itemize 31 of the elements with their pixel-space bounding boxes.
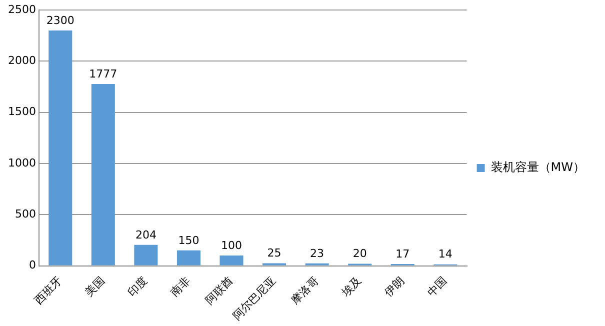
- data-label: 23: [310, 246, 324, 260]
- bar: [91, 84, 115, 266]
- data-label: 14: [438, 248, 452, 261]
- data-label: 204: [135, 228, 156, 242]
- x-tick-label: 摩洛哥: [288, 274, 322, 307]
- data-label: 2300: [46, 14, 74, 27]
- data-label: 100: [221, 238, 242, 252]
- y-tick-label: 500: [14, 207, 36, 220]
- data-label: 17: [396, 247, 410, 260]
- bar: [220, 256, 244, 266]
- data-label: 150: [178, 234, 200, 247]
- x-tick-label: 埃及: [338, 274, 364, 300]
- x-tick-label: 伊朗: [382, 274, 407, 300]
- x-tick-label: 南非: [168, 274, 193, 300]
- x-tick-label: 美国: [82, 274, 108, 300]
- data-label: 1777: [89, 67, 118, 80]
- bar: [134, 244, 158, 266]
- x-tick-label: 中国: [424, 274, 450, 300]
- legend-label: 装机容量（MW）: [490, 160, 585, 174]
- x-tick-label: 印度: [125, 274, 150, 300]
- bar: [176, 250, 200, 266]
- y-tick-label: 1500: [8, 105, 36, 118]
- x-tick-label: 阿联酋: [203, 274, 236, 307]
- bar: [48, 30, 72, 266]
- data-label: 25: [267, 246, 282, 260]
- data-label: 20: [352, 247, 367, 260]
- y-tick-label: 1000: [8, 156, 36, 170]
- y-tick-label: 2500: [8, 2, 36, 16]
- x-tick-label: 西班牙: [32, 274, 65, 307]
- y-tick-label: 2000: [8, 54, 36, 68]
- y-tick-label: 0: [28, 258, 36, 272]
